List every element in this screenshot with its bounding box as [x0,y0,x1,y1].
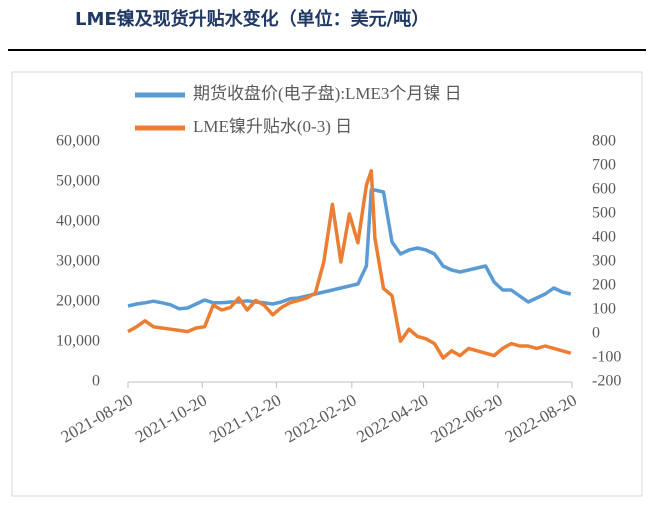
y-tick-label: 60,000 [56,133,100,150]
y-tick-label: 50,000 [56,173,100,190]
x-tick-label: 2022-04-20 [353,390,431,446]
y2-tick-label: 800 [592,133,616,150]
y2-tick-label: 300 [592,253,616,270]
x-tick-label: 2022-06-20 [428,390,506,446]
y2-tick-label: 0 [592,325,600,342]
legend-label: LME镍升贴水(0-3) 日 [193,117,352,136]
series-line [127,188,572,311]
y-tick-label: 0 [92,373,100,390]
y2-tick-label: 400 [592,229,616,246]
y2-tick-label: 700 [592,157,616,174]
series-line [127,169,572,360]
y2-tick-label: -200 [592,373,621,390]
legend-label: 期货收盘价(电子盘):LME3个月镍 日 [193,84,462,103]
page-title: LME镍及现货升贴水变化（单位：美元/吨） [75,8,429,30]
y-tick-label: 10,000 [56,333,100,350]
y2-tick-label: 500 [592,205,616,222]
x-tick-label: 2021-10-20 [132,390,210,446]
y2-tick-label: 100 [592,301,616,318]
x-tick-label: 2021-08-20 [58,390,136,446]
x-tick-label: 2022-08-20 [502,390,580,446]
y2-tick-label: -100 [592,349,621,366]
y-tick-label: 30,000 [56,253,100,270]
y-tick-label: 40,000 [56,213,100,230]
y-tick-label: 20,000 [56,293,100,310]
x-tick-label: 2021-12-20 [206,390,284,446]
y2-tick-label: 600 [592,181,616,198]
chart-frame [11,71,643,497]
y2-tick-label: 200 [592,277,616,294]
x-tick-label: 2022-02-20 [282,390,360,446]
